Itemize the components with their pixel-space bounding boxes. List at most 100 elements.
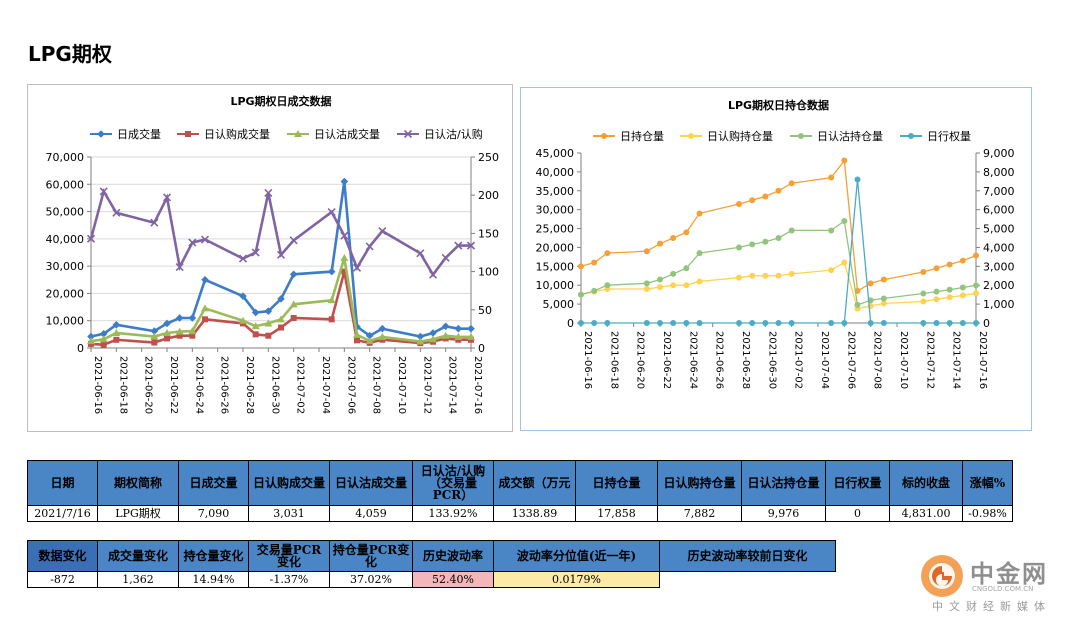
data-point [416,332,425,341]
daily-summary-header-row: 日期 期权简称 日成交量 日认购成交量 日认沽成交量 日认沽/认购 （交易量 PCR） 成交额（… [27,460,1013,506]
data-point [973,252,979,259]
data-point [454,324,463,333]
data-point [251,322,260,330]
data-point [959,257,966,264]
data-point [643,286,650,292]
data-point [354,337,360,344]
data-point [696,250,703,257]
x-tick-label: 2021-06-18 [117,356,128,414]
data-point [163,328,171,336]
legend-marker [688,133,694,139]
data-point [239,292,247,300]
data-point [591,287,598,294]
data-point [416,249,425,258]
data-point [749,241,756,248]
chart-legend: 日持仓量 日认购持仓量 日认沽持仓量 日行权量 [593,129,971,143]
table-main-cell-11: 4,831.00 [889,505,963,522]
data-point [880,320,887,326]
data-point [239,316,247,324]
legend-marker [403,129,413,139]
table-change-header-2: 交易量PCR 变化 [248,540,330,572]
data-point [289,270,298,279]
y-right-tick-label: 50 [478,304,492,317]
data-point [200,235,210,244]
data-point [657,240,663,247]
data-point [736,274,742,281]
y-right-tick-label: 4,000 [983,241,1015,254]
data-point [933,296,940,303]
series-line [580,219,977,306]
data-point [683,282,690,289]
data-point [591,259,598,266]
legend-item: 日认沽/认购 [397,127,483,141]
data-point [441,322,450,331]
table-change-header-3: 持仓量PCR变化 [329,540,413,572]
data-point [277,295,285,303]
series-3 [578,176,979,326]
y-right-tick-label: 0 [983,317,990,330]
x-tick-label: 2021-06-26 [714,331,725,389]
series-line [90,271,471,347]
data-point [353,330,361,338]
data-point [604,250,611,257]
y-left-tick-label: 15,000 [536,260,575,273]
data-point [762,193,769,200]
legend-item: 日成交量 [90,127,161,141]
data-point [973,290,979,297]
table-main-header-6: 成交额（万元 [493,460,576,506]
y-left-tick-label: 30,000 [46,260,85,273]
watermark-url: CNGOLD.COM.CN [972,585,1034,593]
data-point [416,337,425,345]
data-point [670,235,677,241]
data-point [188,238,197,247]
table-main-cell-7: 17,858 [575,505,658,522]
table-main-cell-12: -0.98% [962,505,1013,522]
table-change-header-4: 历史波动率 [412,540,494,572]
data-point [100,341,107,348]
cngold-watermark: 中金网 CNGOLD.COM.CN 中文财经新媒体 [918,552,1068,614]
table-row: 2021/7/16 LPG期权 7,090 3,031 4,059 133.92% 1338… [27,505,1013,522]
data-point [264,307,273,315]
x-tick-label: 2021-06-16 [92,356,103,414]
y-right-tick-label: 8,000 [983,166,1015,179]
table-main-cell-10: 0 [825,505,890,522]
cngold-logo-icon [921,555,963,597]
x-tick-label: 2021-06-20 [635,331,646,389]
legend-item: 日认购持仓量 [680,129,773,143]
table-change-cell-4: 37.02% [329,571,413,588]
y-left-tick-label: 40,000 [46,233,85,246]
data-point [880,276,887,283]
data-point [201,275,209,284]
legend-item: 日行权量 [900,130,971,143]
legend-label: 日持仓量 [620,129,664,143]
data-point [99,335,108,343]
legend-label: 日认沽成交量 [314,127,380,141]
data-change-row-header: 数据变化 [27,540,98,572]
page-title: LPG期权 [28,42,112,66]
data-point [736,244,742,251]
table-main-cell-6: 1338.89 [493,505,576,522]
x-tick-label: 2021-06-28 [244,356,255,414]
legend-marker [294,130,302,137]
data-point [340,253,349,261]
data-point [788,227,795,234]
table-main-header-5: 日认沽/认购 （交易量 PCR） [412,460,494,506]
data-point [454,332,463,340]
table-change-header-0: 成交量变化 [97,540,179,572]
data-point [189,332,196,339]
data-point [920,290,927,297]
data-point [112,328,121,336]
legend-marker [798,133,804,139]
x-tick-label: 2021-07-04 [320,356,331,414]
data-point [150,218,159,227]
data-point [788,180,795,187]
data-point [150,327,159,335]
data-point [264,188,273,197]
table-main-header-9: 日认沽持仓量 [741,460,826,506]
data-point [683,265,690,272]
data-point [933,288,940,295]
data-point [775,187,782,194]
data-point [252,331,259,338]
